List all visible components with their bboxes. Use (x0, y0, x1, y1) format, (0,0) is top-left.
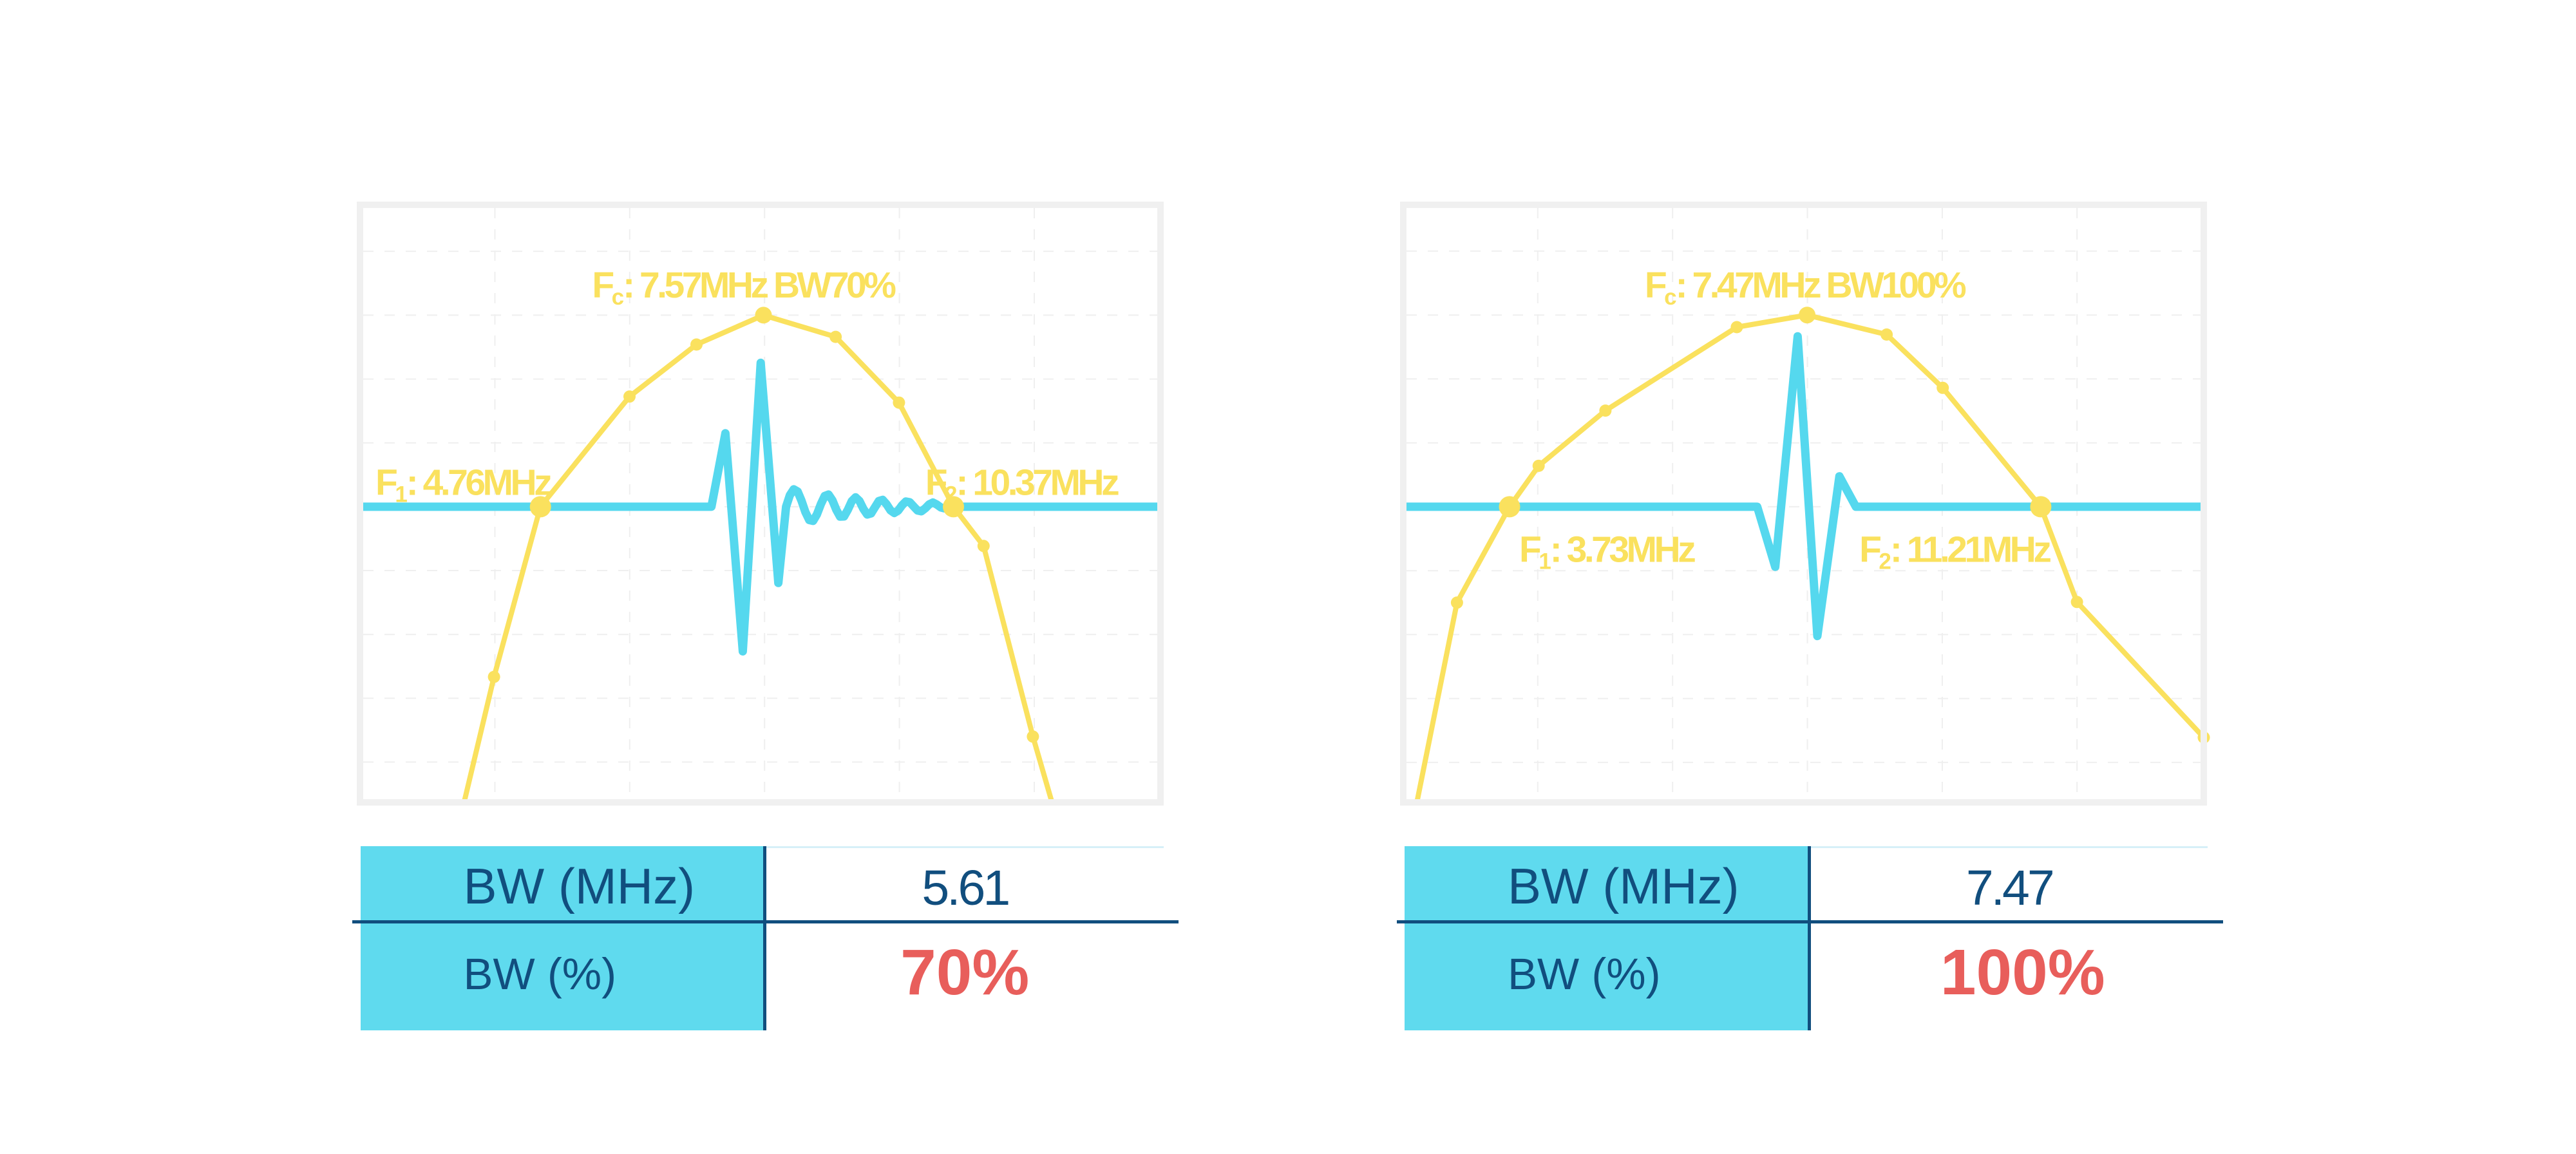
bw-mhz-value: 5.61 (922, 860, 1010, 916)
spectrum-marker-dot (977, 540, 990, 553)
spectrum-marker-dot (1730, 321, 1743, 334)
plot-frame (357, 202, 1164, 806)
label-rest: : 11.21MHz (1890, 529, 2050, 571)
spectrum-marker-dot (1599, 404, 1612, 417)
label-subscript: c (612, 285, 624, 310)
label-rest: : 3.73MHz (1550, 529, 1695, 571)
bw-pct-value: 70% (900, 936, 1030, 1008)
spectrum-curve (460, 312, 1056, 806)
label-rest: : 4.76MHz (406, 462, 551, 504)
spectrum-marker-dot (1027, 730, 1039, 743)
spectrum-marker-dot (623, 390, 636, 403)
bw-mhz-label: BW (MHz) (463, 857, 696, 914)
center-frequency-label: Fc: 7.57MHz BW70% (592, 265, 896, 310)
table-top-border (1810, 846, 2208, 848)
spectrum-marker-dot (1799, 307, 1816, 324)
pulse-waveform (363, 358, 1157, 656)
bw100-table: BW (MHz) 7.47 BW (%) 100% (1396, 846, 2231, 1034)
table-column-divider (1807, 846, 1811, 1030)
bw-pct-value: 100% (1940, 936, 2105, 1008)
bw-mhz-value-cell: 7.47 (1811, 846, 2208, 920)
plot-frame (1400, 202, 2207, 806)
spectrum-marker-dot (1880, 328, 1893, 341)
bw-pct-label-cell: BW (%) (360, 923, 763, 1030)
center-frequency-label: Fc: 7.47MHz BW100% (1645, 265, 1966, 310)
label-rest: : 7.47MHz BW100% (1676, 265, 1966, 306)
label-base: F (592, 265, 613, 306)
label-subscript: 1 (395, 482, 407, 507)
spectrum-curve (1414, 312, 2206, 806)
table-row-divider (1396, 920, 2223, 924)
bw70-table: BW (MHz) 5.61 BW (%) 70% (352, 846, 1188, 1034)
spectrum-marker-dot (1532, 459, 1545, 472)
spectrum-marker-dot (488, 670, 500, 683)
label-subscript: c (1664, 285, 1676, 310)
spectrum-marker-dot (529, 496, 551, 518)
bw-mhz-label-cell: BW (MHz) (1405, 846, 1808, 920)
spectrum-marker-dot (1937, 381, 1949, 394)
bw-pct-value-cell: 100% (1811, 923, 2208, 1030)
spectrum-marker-dot (943, 496, 964, 518)
bw-pct-value-cell: 70% (766, 923, 1164, 1030)
label-base: F (1519, 529, 1540, 571)
bw-pct-label-cell: BW (%) (1405, 923, 1808, 1030)
label-base: F (1645, 265, 1666, 306)
spectrum-marker-dot (755, 307, 772, 324)
spectrum-marker-dot (1450, 596, 1463, 609)
pulse-waveform (1406, 332, 2201, 641)
bw70-chart: Fc: 7.57MHz BW70%F1: 4.76MHz F2: 10.37MHz (357, 202, 1164, 806)
spectrum-markers (488, 307, 1039, 743)
label-subscript: 2 (945, 482, 957, 507)
table-column-divider (763, 846, 766, 1030)
bw100-chart: Fc: 7.47MHz BW100%F1: 3.73MHz F2: 11.21MH… (1400, 202, 2210, 806)
bw-mhz-value-cell: 5.61 (766, 846, 1164, 920)
upper-frequency-label: F2: 10.37MHz (925, 462, 1119, 507)
grid (1406, 208, 2201, 799)
lower-frequency-label: F1: 3.73MHz (1519, 529, 1695, 574)
table-row-divider (352, 920, 1179, 924)
spectrum-marker-dot (893, 396, 905, 409)
label-rest: : 10.37MHz (956, 462, 1119, 504)
bw-pct-label: BW (%) (1508, 949, 1661, 999)
label-rest: : 7.57MHz BW70% (623, 265, 896, 306)
spectrum-marker-dot (2070, 596, 2083, 609)
label-base: F (375, 462, 397, 504)
spectrum-marker-dot (690, 338, 703, 351)
label-base: F (925, 462, 947, 504)
bw-mhz-label-cell: BW (MHz) (360, 846, 763, 920)
label-subscript: 2 (1879, 549, 1891, 574)
spectrum-marker-dot (829, 330, 842, 343)
bw-mhz-label: BW (MHz) (1508, 857, 1739, 914)
spectrum-marker-dot (1499, 496, 1520, 518)
table-top-border (766, 846, 1164, 848)
lower-frequency-label: F1: 4.76MHz (375, 462, 551, 507)
spectrum-marker-dot (2030, 496, 2052, 518)
bw-mhz-value: 7.47 (1965, 860, 2055, 916)
label-subscript: 1 (1539, 549, 1551, 574)
bw-pct-label: BW (%) (463, 949, 617, 999)
label-base: F (1859, 529, 1880, 571)
